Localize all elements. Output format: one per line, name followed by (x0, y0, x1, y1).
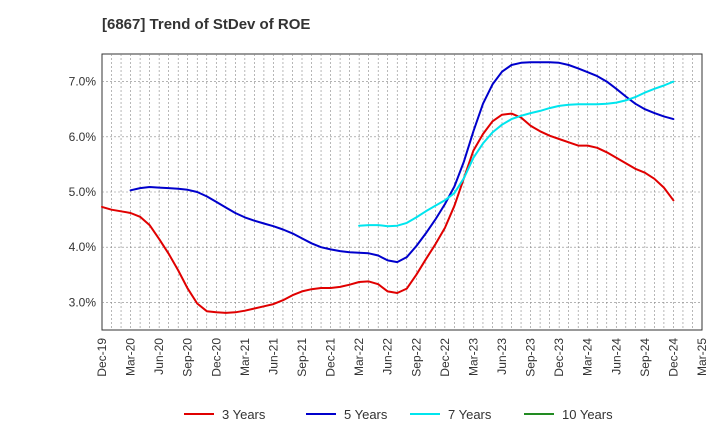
x-tick-label: Jun-23 (495, 338, 509, 375)
x-tick-label: Mar-25 (695, 338, 709, 376)
x-tick-label: Mar-24 (581, 338, 595, 376)
x-tick-label: Sep-21 (295, 338, 309, 377)
chart-title: [6867] Trend of StDev of ROE (102, 16, 310, 33)
y-tick-label: 4.0% (69, 240, 97, 254)
legend: 3 Years 5 Years 7 Years 10 Years (184, 407, 613, 422)
x-tick-label: Sep-22 (409, 338, 423, 377)
x-tick-label: Jun-24 (609, 338, 623, 375)
series-line (129, 61, 675, 264)
x-tick-label: Jun-20 (152, 338, 166, 375)
grid (101, 53, 703, 331)
y-tick-label: 6.0% (69, 130, 97, 144)
x-tick-label: Dec-23 (552, 338, 566, 377)
y-tick-label: 3.0% (69, 295, 97, 309)
legend-label: 7 Years (448, 407, 492, 422)
x-tick-label: Mar-23 (466, 338, 480, 376)
x-tick-label: Dec-19 (95, 338, 109, 377)
y-tick-label: 7.0% (69, 75, 97, 89)
x-tick-label: Jun-21 (266, 338, 280, 375)
series-lines (101, 61, 675, 314)
x-tick-label: Sep-23 (524, 338, 538, 377)
series-line (101, 112, 675, 314)
x-tick-label: Dec-24 (666, 338, 680, 377)
x-tick-label: Jun-22 (381, 338, 395, 375)
x-tick-label: Dec-22 (438, 338, 452, 377)
legend-label: 3 Years (222, 407, 266, 422)
x-tick-label: Mar-22 (352, 338, 366, 376)
legend-label: 10 Years (562, 407, 613, 422)
x-tick-label: Sep-20 (181, 338, 195, 377)
axes: 3.0% 4.0% 5.0% 6.0% 7.0% Dec-19 Mar-20 Jun-20 Se… (69, 75, 709, 377)
series-line (358, 80, 675, 228)
x-tick-label: Sep-24 (638, 338, 652, 377)
y-tick-label: 5.0% (69, 185, 97, 199)
x-tick-label: Dec-20 (209, 338, 223, 377)
x-tick-label: Dec-21 (324, 338, 338, 377)
x-tick-label: Mar-21 (238, 338, 252, 376)
x-tick-label: Mar-20 (124, 338, 138, 376)
legend-label: 5 Years (344, 407, 388, 422)
